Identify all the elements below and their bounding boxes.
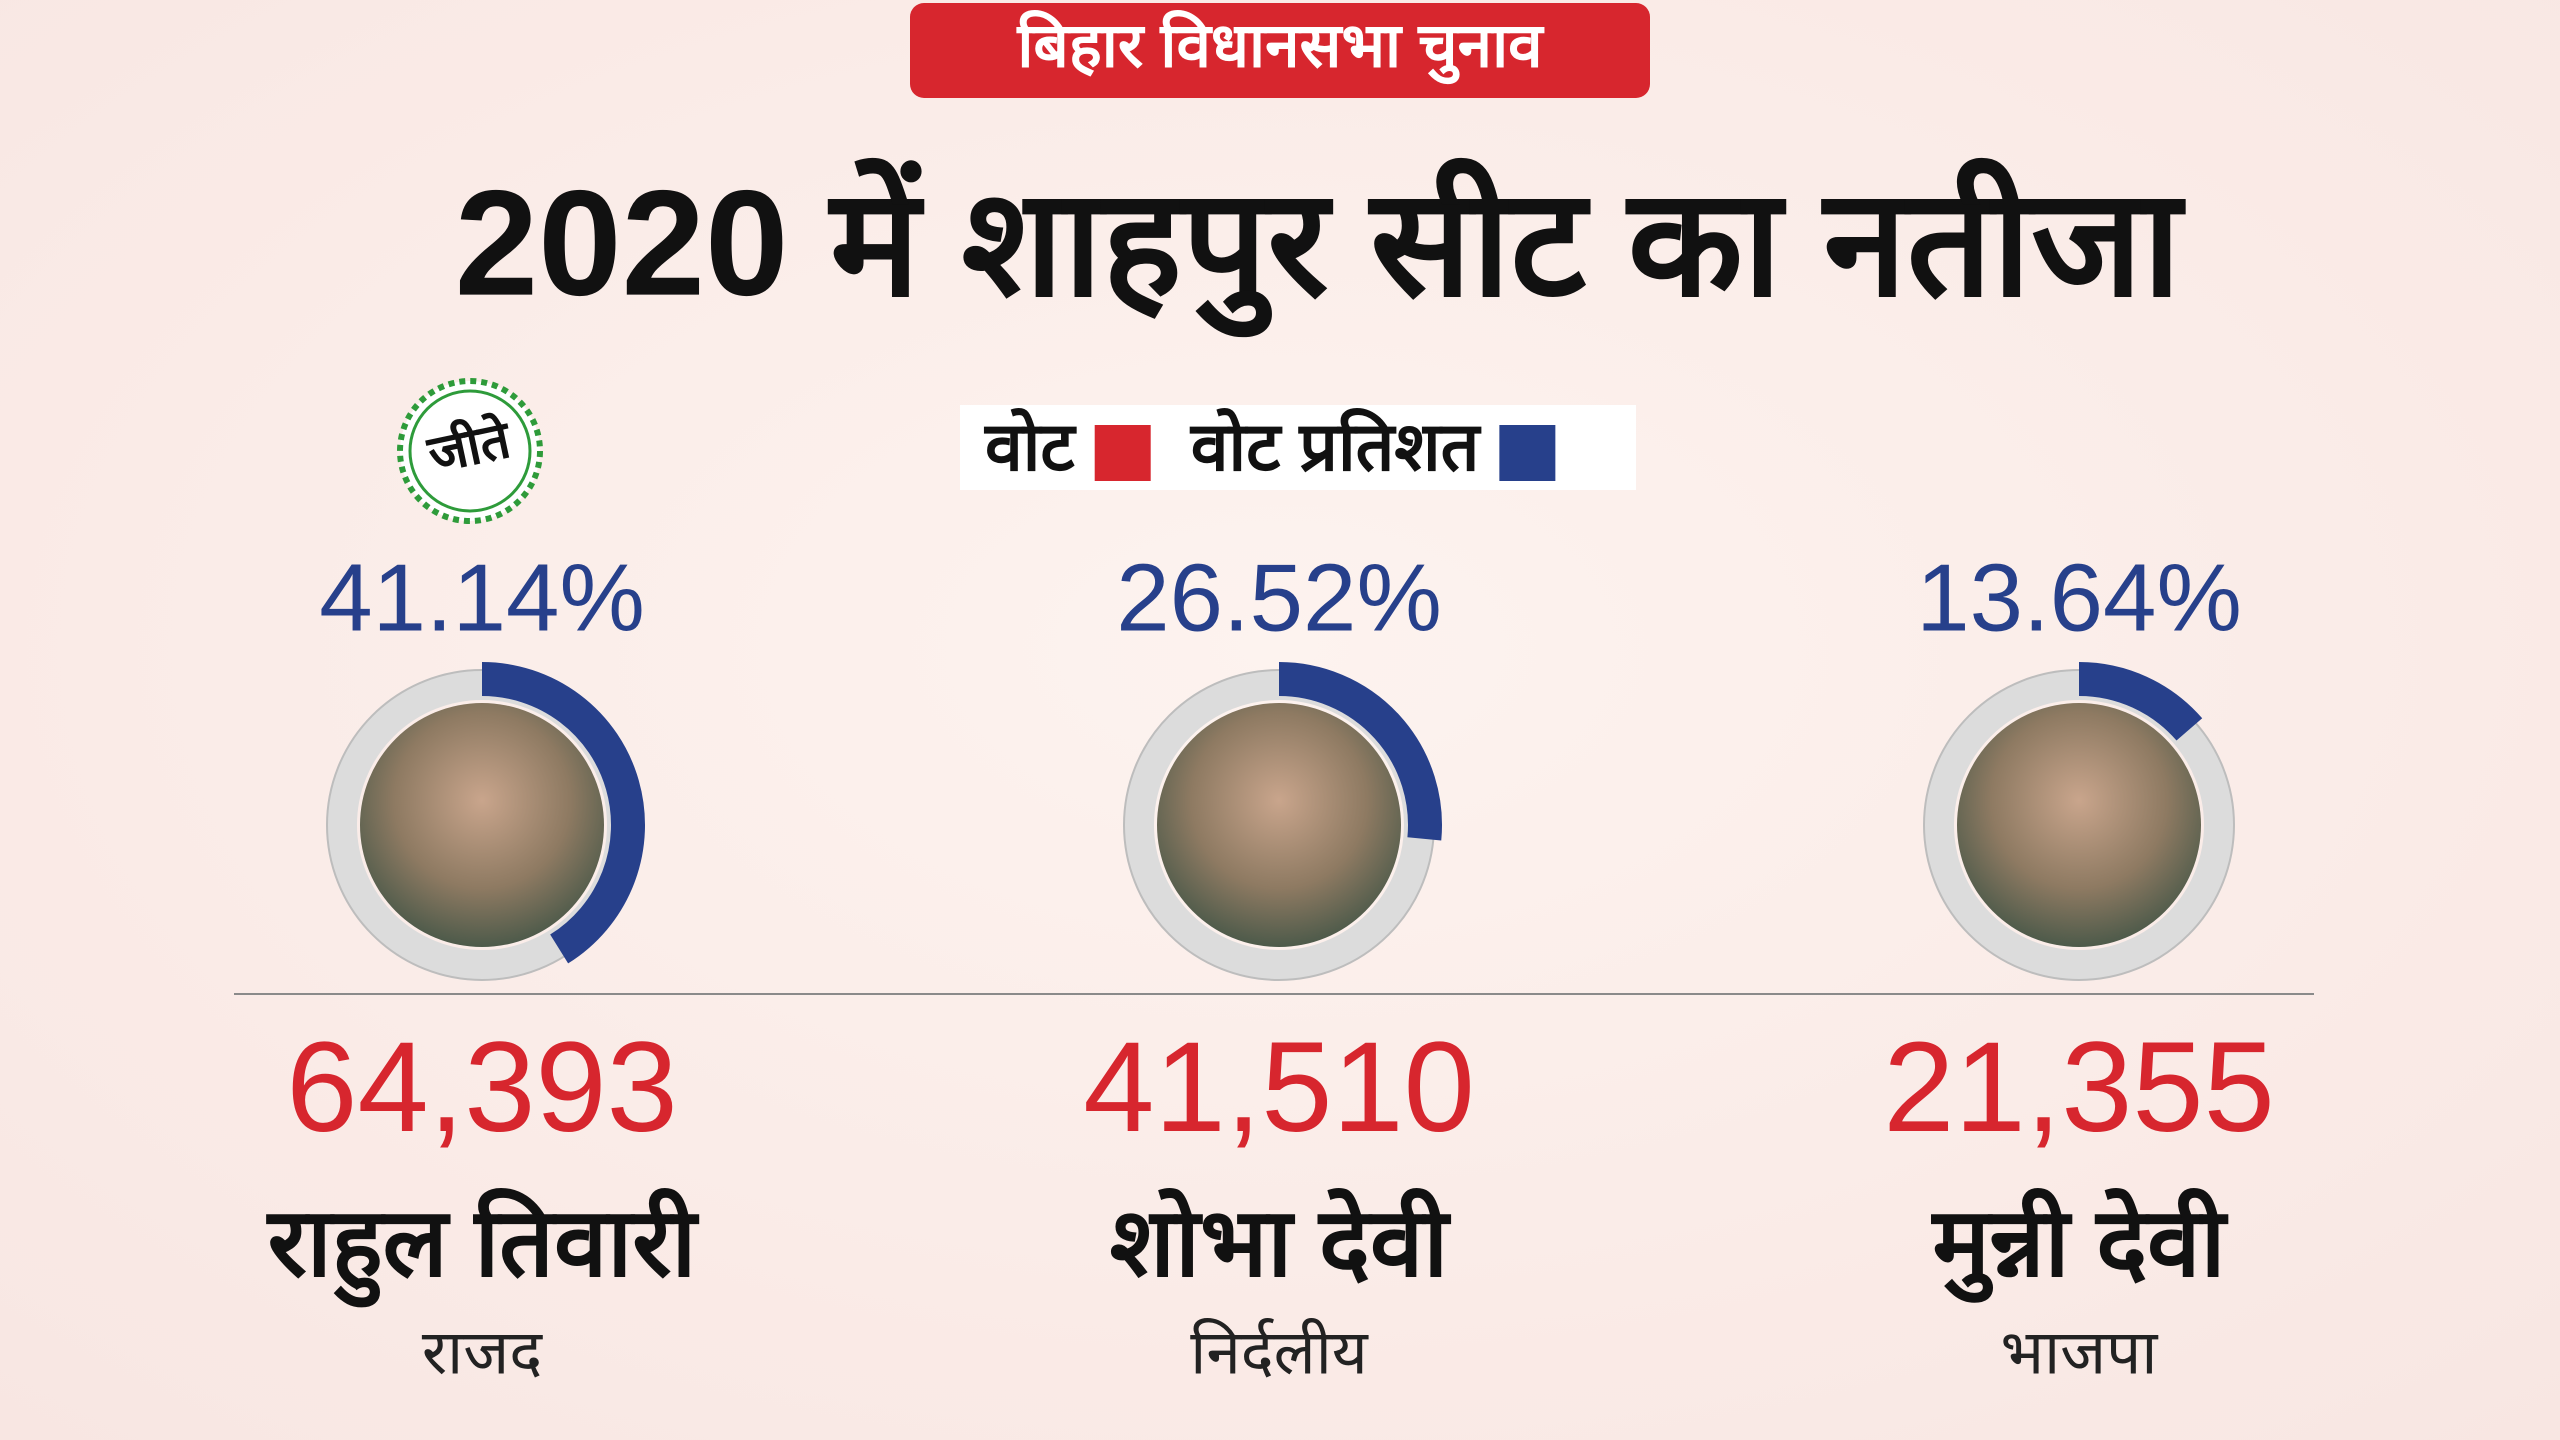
party-name: निर्दलीय [1190,1317,1368,1387]
candidate-photo [1157,703,1401,947]
percent-label: 26.52% [1116,544,1442,651]
winner-badge [397,378,543,524]
candidate-name: शोभा देवी [1110,1187,1452,1296]
winner-badge-inner [408,389,532,513]
legend-swatch [1499,425,1556,481]
party-name: भाजपा [2001,1318,2159,1387]
percent-arc [2078,662,2203,741]
badge [910,3,1650,98]
vote-count: 64,393 [286,1016,678,1159]
candidate-photo [1957,703,2201,947]
party-name: राजद [422,1318,543,1387]
percent-arc [1278,662,1442,841]
candidate-name: मुन्नी देवी [1931,1187,2229,1303]
percent-arc [481,662,645,964]
legend-label: वोट प्रतिशत [1189,408,1482,485]
legend-label: वोट [983,408,1077,485]
vote-count: 41,510 [1083,1016,1475,1159]
badge-text: बिहार विधानसभा चुनाव [1016,9,1545,84]
chart-title: 2020 में शाहपुर सीट का नतीजा [455,158,2187,338]
candidate-name: राहुल तिवारी [266,1187,700,1307]
percent-label: 41.14% [319,544,645,651]
percent-label: 13.64% [1916,544,2242,651]
legend-swatch [1094,425,1151,481]
candidate-photo [360,703,604,947]
vote-count: 21,355 [1883,1016,2275,1159]
